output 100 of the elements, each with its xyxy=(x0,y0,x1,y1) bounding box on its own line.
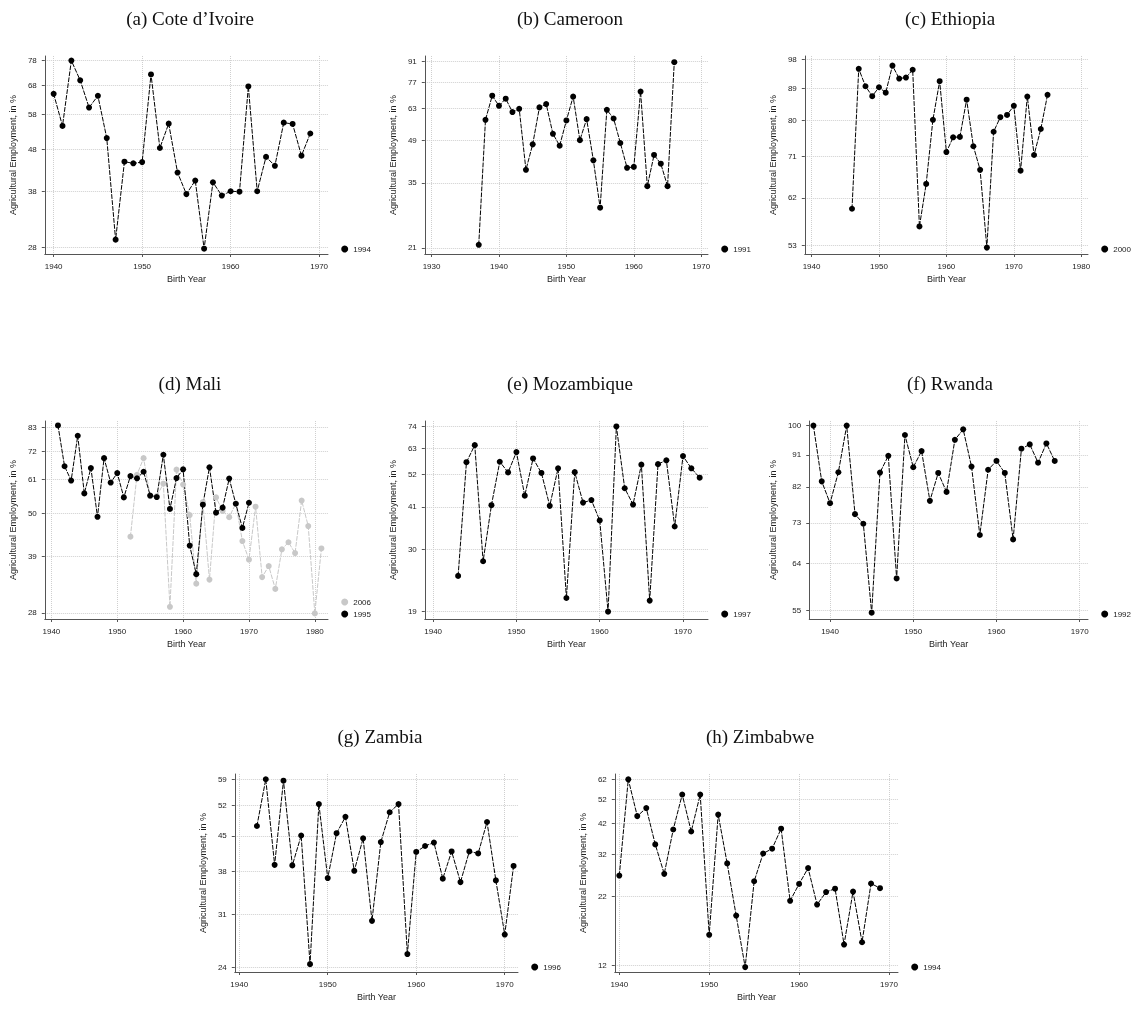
y-tick-label: 78 xyxy=(27,56,38,66)
y-tick-label: 28 xyxy=(27,608,38,618)
y-tick-label: 41 xyxy=(407,502,418,512)
x-tick-label: 1950 xyxy=(870,261,889,271)
x-tick-label: 1970 xyxy=(674,626,693,636)
legend-label: 1996 xyxy=(543,962,562,972)
y-tick-label: 63 xyxy=(407,103,418,113)
y-tick-label: 71 xyxy=(787,152,798,162)
legend-label: 1994 xyxy=(923,962,942,972)
x-tick-label: 1970 xyxy=(495,979,515,989)
legend-label: 1991 xyxy=(733,244,752,254)
y-tick-label: 52 xyxy=(597,794,608,804)
chart-title: (c) Ethiopia xyxy=(904,8,996,30)
x-tick-label: 1950 xyxy=(507,626,526,636)
x-tick-label: 1950 xyxy=(700,979,719,989)
y-tick-label: 52 xyxy=(217,801,228,811)
chart-title: (f) Rwanda xyxy=(907,373,994,395)
x-tick-label: 1960 xyxy=(790,979,809,989)
x-tick-label: 1960 xyxy=(174,626,193,636)
y-tick-label: 91 xyxy=(792,450,802,460)
x-tick-label: 1950 xyxy=(557,261,576,271)
y-tick-label: 59 xyxy=(217,774,228,784)
x-tick-label: 1960 xyxy=(937,261,956,271)
y-axis-title: Agricultural Employment, in % xyxy=(7,459,18,581)
x-tick-label: 1940 xyxy=(424,626,443,636)
y-axis-title: Agricultural Employment, in % xyxy=(197,812,208,934)
x-axis-title: Birth Year xyxy=(929,639,969,650)
x-tick-label: 1980 xyxy=(305,626,325,636)
y-tick-label: 21 xyxy=(407,243,418,253)
x-axis-title: Birth Year xyxy=(166,274,206,285)
y-tick-label: 98 xyxy=(787,54,798,64)
x-tick-label: 1940 xyxy=(610,979,629,989)
x-tick-label: 1940 xyxy=(802,261,821,271)
x-tick-label: 1950 xyxy=(904,626,923,636)
x-tick-label: 1980 xyxy=(1072,261,1091,271)
y-tick-label: 61 xyxy=(27,475,38,485)
x-axis-title: Birth Year xyxy=(546,639,586,650)
legend-label: 2006 xyxy=(353,597,372,607)
y-tick-label: 63 xyxy=(407,443,418,453)
x-tick-label: 1960 xyxy=(221,261,241,271)
y-tick-label: 38 xyxy=(27,187,38,197)
y-tick-label: 28 xyxy=(27,242,38,252)
x-axis-title: Birth Year xyxy=(546,274,586,285)
y-tick-label: 82 xyxy=(792,482,802,492)
x-axis-title: Birth Year xyxy=(166,639,206,650)
legend-label: 1997 xyxy=(733,609,752,619)
y-axis-title: Agricultural Employment, in % xyxy=(767,94,778,216)
y-tick-label: 77 xyxy=(407,78,418,88)
x-tick-label: 1930 xyxy=(422,261,441,271)
x-tick-label: 1950 xyxy=(318,979,338,989)
chart-title: (g) Zambia xyxy=(337,726,424,748)
y-tick-label: 32 xyxy=(597,849,608,859)
y-tick-label: 53 xyxy=(787,240,798,250)
y-tick-label: 52 xyxy=(407,469,418,479)
y-tick-label: 35 xyxy=(407,178,418,188)
x-tick-label: 1960 xyxy=(407,979,426,989)
x-tick-label: 1940 xyxy=(490,261,509,271)
y-tick-label: 89 xyxy=(787,83,798,93)
x-axis-title: Birth Year xyxy=(356,992,396,1003)
x-tick-label: 1940 xyxy=(42,626,61,636)
x-tick-label: 1970 xyxy=(1004,261,1024,271)
y-tick-label: 68 xyxy=(27,81,38,91)
x-tick-label: 1960 xyxy=(987,626,1006,636)
legend-label: 1995 xyxy=(353,609,372,619)
y-axis-title: Agricultural Employment, in % xyxy=(387,459,398,581)
legend-label: 2000 xyxy=(1113,244,1132,254)
y-tick-label: 49 xyxy=(407,135,418,145)
x-tick-label: 1940 xyxy=(44,261,64,271)
x-tick-label: 1970 xyxy=(240,626,259,636)
y-tick-label: 100 xyxy=(787,421,802,431)
chart-title: (d) Mali xyxy=(158,373,222,395)
x-tick-label: 1970 xyxy=(1070,626,1090,636)
chart-title: (h) Zimbabwe xyxy=(705,726,815,748)
y-tick-label: 73 xyxy=(792,518,802,528)
legend-label: 1994 xyxy=(353,244,372,254)
y-axis-title: Agricultural Employment, in % xyxy=(577,812,588,934)
y-tick-label: 45 xyxy=(217,831,228,841)
x-tick-label: 1940 xyxy=(230,979,249,989)
y-tick-label: 62 xyxy=(597,774,608,784)
y-tick-label: 19 xyxy=(407,607,418,617)
y-axis-title: Agricultural Employment, in % xyxy=(7,94,18,216)
x-tick-label: 1940 xyxy=(821,626,840,636)
x-tick-label: 1950 xyxy=(133,261,152,271)
chart-title: (a) Cote d’Ivoire xyxy=(126,8,254,30)
y-tick-label: 24 xyxy=(217,963,228,973)
y-tick-label: 83 xyxy=(27,422,38,432)
y-tick-label: 72 xyxy=(27,446,38,456)
x-tick-label: 1970 xyxy=(880,979,899,989)
y-tick-label: 64 xyxy=(792,559,802,569)
chart-title: (b) Cameroon xyxy=(516,8,624,30)
x-tick-label: 1970 xyxy=(692,261,711,271)
y-tick-label: 50 xyxy=(27,509,38,519)
x-tick-label: 1960 xyxy=(624,261,644,271)
y-tick-label: 12 xyxy=(597,960,608,970)
legend-label: 1992 xyxy=(1113,609,1132,619)
x-tick-label: 1950 xyxy=(108,626,127,636)
chart-title: (e) Mozambique xyxy=(506,373,634,395)
y-tick-label: 58 xyxy=(27,110,38,120)
x-tick-label: 1960 xyxy=(590,626,610,636)
y-tick-label: 38 xyxy=(217,866,228,876)
